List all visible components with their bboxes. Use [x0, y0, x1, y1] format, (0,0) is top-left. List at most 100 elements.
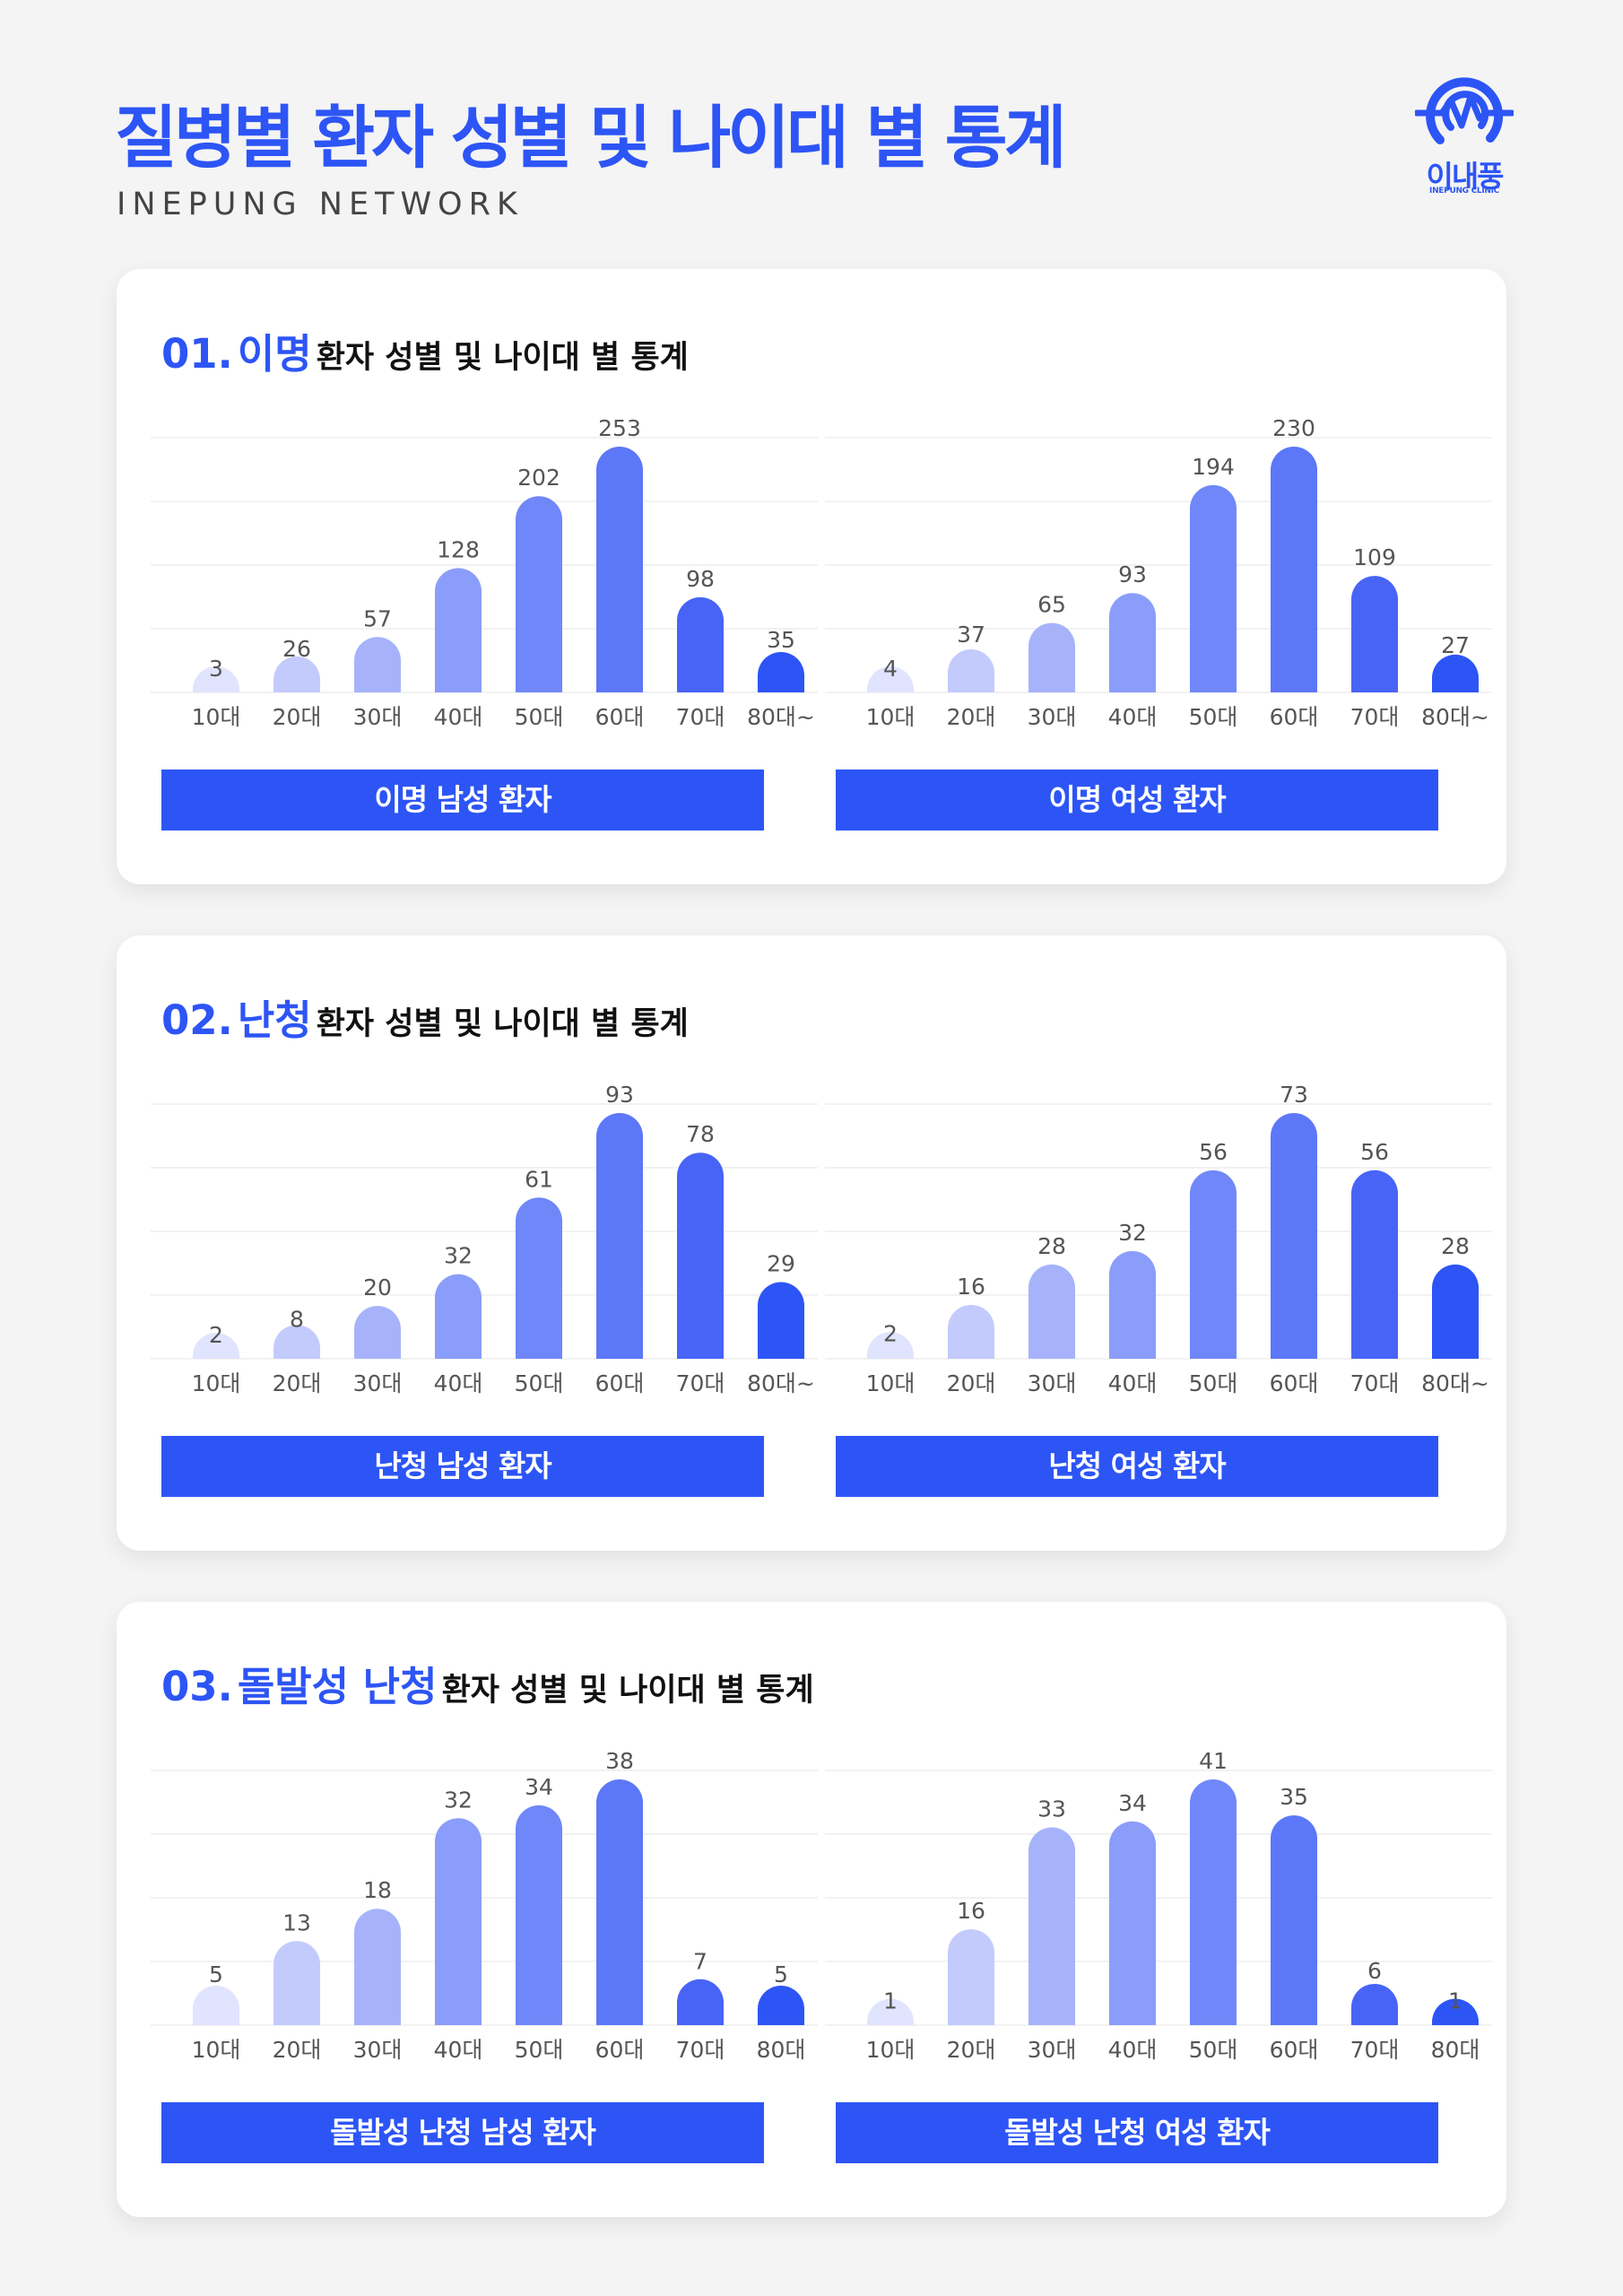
bar-chart-sudden-hearing-loss-male: 5 10대 13 20대 18 30대 32 40대 34 50대 38 60대 7 70대 5 80대	[151, 1748, 818, 2063]
bar	[1028, 1264, 1075, 1359]
chart-label-sudden-hearing-loss-female: 돌발성 난청 여성 환자	[836, 2102, 1438, 2163]
x-tick-label: 40대	[434, 1370, 483, 1396]
x-tick-label: 60대	[1270, 704, 1319, 730]
x-tick-label: 10대	[192, 704, 241, 730]
page-title: 질병별 환자 성별 및 나이대 별 통계	[115, 98, 1067, 178]
data-label: 56	[1199, 1139, 1228, 1165]
section-disease-name: 돌발성 난청	[237, 1663, 438, 1710]
section-card-hearing-loss: 02. 난청 환자 성별 및 나이대 별 통계 2 10대 8 20대 20 30대 32 4…	[117, 935, 1506, 1551]
data-label: 57	[363, 605, 392, 631]
bar	[1432, 1264, 1479, 1359]
section-disease-name: 이명	[237, 330, 312, 378]
data-label: 5	[209, 1961, 223, 1987]
data-label: 2	[209, 1322, 223, 1348]
x-tick-label: 80대	[757, 2037, 806, 2063]
bar	[758, 1282, 804, 1359]
x-tick-label: 70대	[1350, 1370, 1400, 1396]
x-tick-label: 10대	[866, 1370, 916, 1396]
x-tick-label: 20대	[273, 2037, 322, 2063]
bar	[1271, 1815, 1317, 2025]
x-tick-label: 80대	[1431, 2037, 1480, 2063]
data-label: 35	[767, 627, 795, 653]
x-tick-label: 30대	[1028, 1370, 1077, 1396]
bar	[677, 1979, 724, 2025]
section-heading-rest: 환자 성별 및 나이대 별 통계	[441, 1673, 814, 1709]
x-tick-label: 20대	[947, 2037, 996, 2063]
data-label: 7	[693, 1949, 707, 1975]
section-heading: 03. 돌발성 난청 환자 성별 및 나이대 별 통계	[161, 1654, 814, 1712]
data-label: 35	[1280, 1784, 1308, 1810]
bar	[435, 1274, 482, 1359]
data-label: 73	[1280, 1082, 1308, 1108]
data-label: 16	[957, 1898, 985, 1924]
x-tick-label: 50대	[515, 704, 564, 730]
data-label: 28	[1441, 1233, 1470, 1259]
data-label: 18	[363, 1877, 392, 1903]
bar	[1351, 1170, 1398, 1359]
x-tick-label: 40대	[434, 2037, 483, 2063]
data-label: 32	[444, 1243, 473, 1269]
x-tick-label: 10대	[866, 2037, 916, 2063]
x-tick-label: 30대	[353, 2037, 403, 2063]
data-label: 56	[1360, 1139, 1389, 1165]
bar	[758, 652, 804, 692]
chart-label-hearing-loss-male: 난청 남성 환자	[161, 1436, 764, 1497]
bar	[516, 496, 562, 692]
x-tick-label: 60대	[595, 704, 645, 730]
x-tick-label: 10대	[866, 704, 916, 730]
x-tick-label: 60대	[1270, 1370, 1319, 1396]
data-label: 78	[686, 1121, 715, 1147]
x-tick-label: 10대	[192, 2037, 241, 2063]
data-label: 16	[957, 1274, 985, 1300]
data-label: 13	[282, 1909, 311, 1935]
data-label: 3	[209, 656, 223, 682]
data-label: 253	[598, 415, 641, 441]
bar	[193, 1333, 239, 1359]
x-tick-label: 10대	[192, 1370, 241, 1396]
data-label: 38	[605, 1748, 634, 1774]
data-label: 65	[1037, 592, 1066, 618]
bar	[596, 1779, 643, 2025]
bar	[867, 1998, 914, 2025]
bar	[596, 1113, 643, 1359]
bar	[516, 1197, 562, 1359]
x-tick-label: 40대	[434, 704, 483, 730]
data-label: 41	[1199, 1748, 1228, 1774]
bar	[516, 1805, 562, 2025]
data-label: 28	[1037, 1233, 1066, 1259]
bar	[273, 1941, 320, 2025]
chart-label-tinnitus-female: 이명 여성 환자	[836, 770, 1438, 831]
x-tick-label: 50대	[515, 2037, 564, 2063]
bar	[596, 447, 643, 692]
data-label: 20	[363, 1274, 392, 1300]
bar	[948, 1304, 994, 1359]
data-label: 33	[1037, 1796, 1066, 1822]
bar	[193, 666, 239, 692]
x-tick-label: 20대	[947, 704, 996, 730]
data-label: 109	[1353, 544, 1396, 570]
bar	[1109, 593, 1156, 692]
data-label: 93	[1118, 561, 1147, 587]
x-tick-label: 60대	[1270, 2037, 1319, 2063]
data-label: 27	[1441, 632, 1470, 658]
logo-wordmark: 이내풍	[1426, 159, 1504, 194]
bar	[1351, 1983, 1398, 2025]
x-tick-label: 30대	[353, 1370, 403, 1396]
clinic-logo: 이내풍 INEPUNG CLINIC	[1413, 74, 1515, 199]
x-tick-label: 50대	[1189, 2037, 1238, 2063]
bar	[1351, 576, 1398, 692]
section-card-sudden-hearing-loss: 03. 돌발성 난청 환자 성별 및 나이대 별 통계 5 10대 13 20대 18 3…	[117, 1602, 1506, 2217]
bar	[273, 656, 320, 692]
data-label: 26	[282, 636, 311, 662]
data-label: 128	[437, 536, 480, 562]
section-number: 03.	[161, 1663, 233, 1710]
bar-chart-hearing-loss-male: 2 10대 8 20대 20 30대 32 40대 61 50대 93 60대 78 70대 29 80대~	[151, 1082, 818, 1396]
bar	[677, 1152, 724, 1359]
bar	[1109, 1821, 1156, 2025]
data-label: 1	[1448, 1987, 1462, 2013]
x-tick-label: 40대	[1108, 704, 1158, 730]
data-label: 1	[883, 1987, 898, 2013]
bar	[867, 666, 914, 692]
section-number: 01.	[161, 330, 233, 378]
bar	[1190, 1779, 1237, 2025]
